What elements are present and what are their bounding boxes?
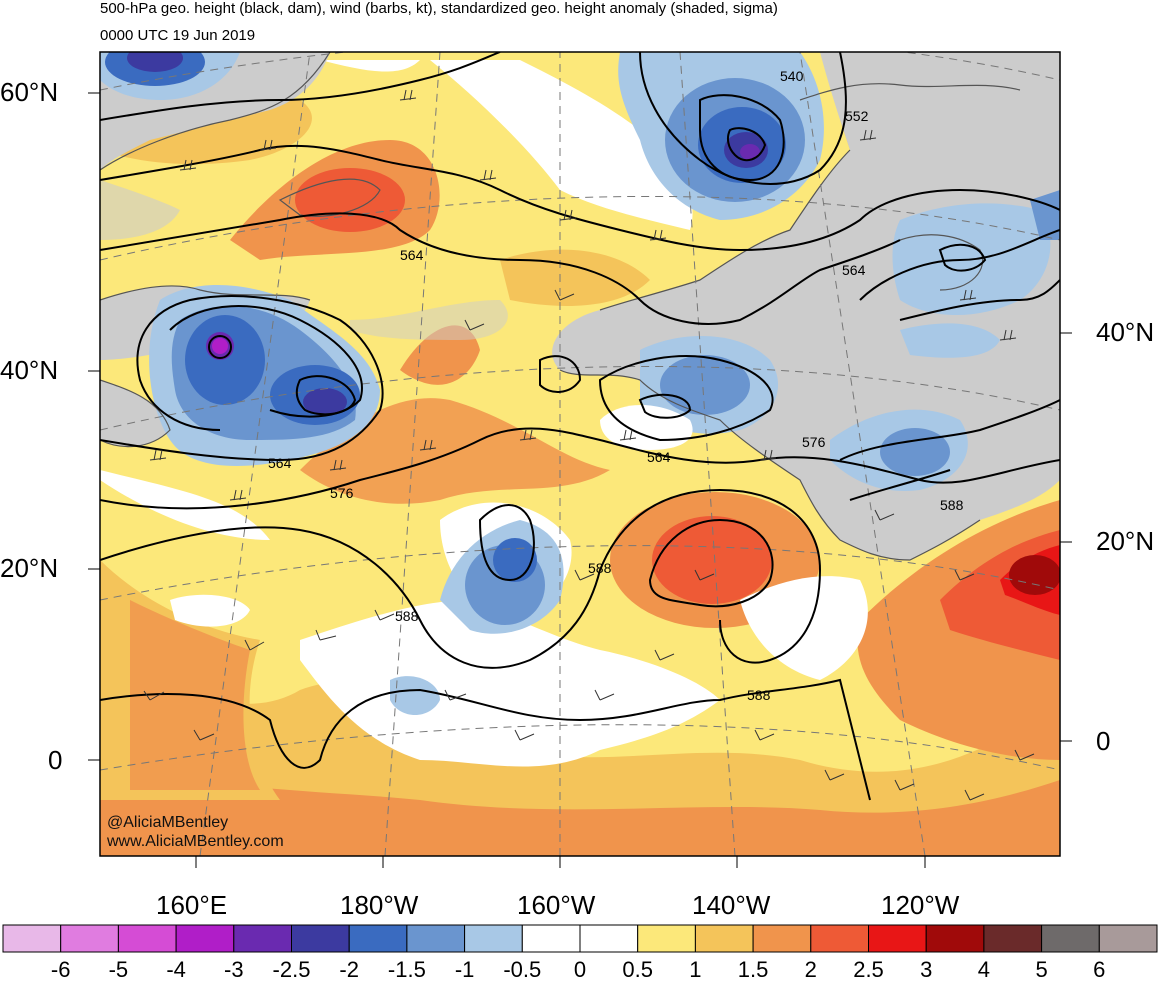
colorbar-swatch — [1041, 924, 1100, 953]
colorbar-swatch — [983, 924, 1043, 953]
lat-label-left: 60°N — [0, 77, 59, 107]
colorbar-swatch — [752, 924, 812, 953]
colorbar-label: 1 — [689, 957, 702, 982]
colorbar-swatch — [925, 924, 985, 953]
colorbar-label: -5 — [108, 957, 129, 982]
lat-label-left: 0 — [48, 745, 63, 775]
lat-label-right: 20°N — [1096, 526, 1155, 556]
height-contours — [100, 52, 1060, 801]
contour-label: 588 — [588, 560, 612, 576]
colorbar-swatch — [868, 924, 927, 953]
lon-label: 120°W — [881, 890, 960, 920]
coastlines — [100, 52, 1021, 561]
colorbar-swatch — [464, 924, 523, 953]
contour-label: 588 — [747, 687, 771, 703]
lat-label-left: 20°N — [0, 553, 59, 583]
colorbar-label: -2 — [339, 957, 359, 982]
colorbar-swatch — [117, 924, 177, 953]
contour-label: 564 — [268, 455, 292, 471]
colorbar-label: -4 — [166, 957, 186, 982]
lat-label-left: 40°N — [0, 355, 59, 385]
lat-label-right: 0 — [1096, 726, 1111, 756]
map-plot-area: 540 552 564 564 564 564 576 576 588 588 … — [100, 52, 1060, 856]
colorbar-label: -2.5 — [272, 957, 311, 982]
contour-label: 564 — [400, 247, 424, 263]
colorbar-swatch — [637, 924, 696, 953]
colorbar-swatch — [1098, 924, 1158, 953]
colorbar-swatch — [348, 924, 408, 953]
wind-barbs — [143, 89, 1035, 801]
contour-label: 564 — [842, 262, 866, 278]
contour-label: 588 — [940, 497, 964, 513]
lat-label-right: 40°N — [1096, 317, 1155, 347]
colorbar-label: 1.5 — [737, 957, 769, 982]
contour-label: 540 — [780, 68, 804, 84]
colorbar-label: -1 — [454, 957, 475, 982]
contour-label: 588 — [395, 608, 419, 624]
cool-anomaly-shading — [100, 52, 1060, 715]
colorbar-label: -6 — [50, 957, 71, 982]
colorbar-label: 3 — [920, 957, 933, 982]
colorbar-swatch — [60, 924, 119, 953]
graticule — [100, 52, 1060, 856]
colorbar-swatch — [694, 924, 754, 953]
colorbar-label: 0.5 — [622, 957, 653, 982]
colorbar-swatch — [233, 924, 293, 953]
colorbar-label: -3 — [224, 957, 244, 982]
lon-label: 160°W — [517, 890, 596, 920]
colorbar-swatch — [406, 924, 466, 953]
colorbar-label: 6 — [1093, 957, 1106, 982]
colorbar-label: 2 — [804, 957, 817, 982]
tick-marks — [88, 92, 1072, 868]
colorbar-swatch — [521, 924, 581, 953]
contour-label: 564 — [647, 449, 671, 465]
contour-labels: 540 552 564 564 564 564 576 576 588 588 … — [268, 68, 964, 703]
colorbar-swatch — [291, 924, 350, 953]
colorbar-swatch — [810, 924, 869, 953]
colorbar-swatch — [2, 924, 62, 953]
watermark-handle: @AliciaMBentley — [107, 814, 229, 831]
lon-label: 180°W — [340, 890, 419, 920]
colorbar-label: 4 — [977, 957, 991, 982]
colorbar-label: -0.5 — [503, 957, 542, 982]
valid-time: 0000 UTC 19 Jun 2019 — [100, 27, 256, 44]
colorbar — [2, 924, 1158, 953]
lon-label: 140°W — [692, 890, 771, 920]
plot-frame — [99, 51, 1061, 857]
contour-label: 576 — [802, 434, 826, 450]
colorbar-label: 0 — [573, 957, 587, 982]
lon-label: 160°E — [156, 890, 228, 920]
colorbar-label: 2.5 — [853, 957, 884, 982]
contour-label: 552 — [845, 108, 869, 124]
contour-label: 576 — [330, 485, 354, 501]
colorbar-swatch — [175, 924, 235, 953]
colorbar-label: -1.5 — [387, 957, 426, 982]
chart-title: 500-hPa geo. height (black, dam), wind (… — [100, 0, 778, 17]
watermark-url: www.AliciaMBentley.com — [107, 833, 284, 850]
neutral-anomaly-shading — [100, 60, 868, 767]
colorbar-label: 5 — [1035, 957, 1048, 982]
colorbar-swatch — [579, 924, 639, 953]
